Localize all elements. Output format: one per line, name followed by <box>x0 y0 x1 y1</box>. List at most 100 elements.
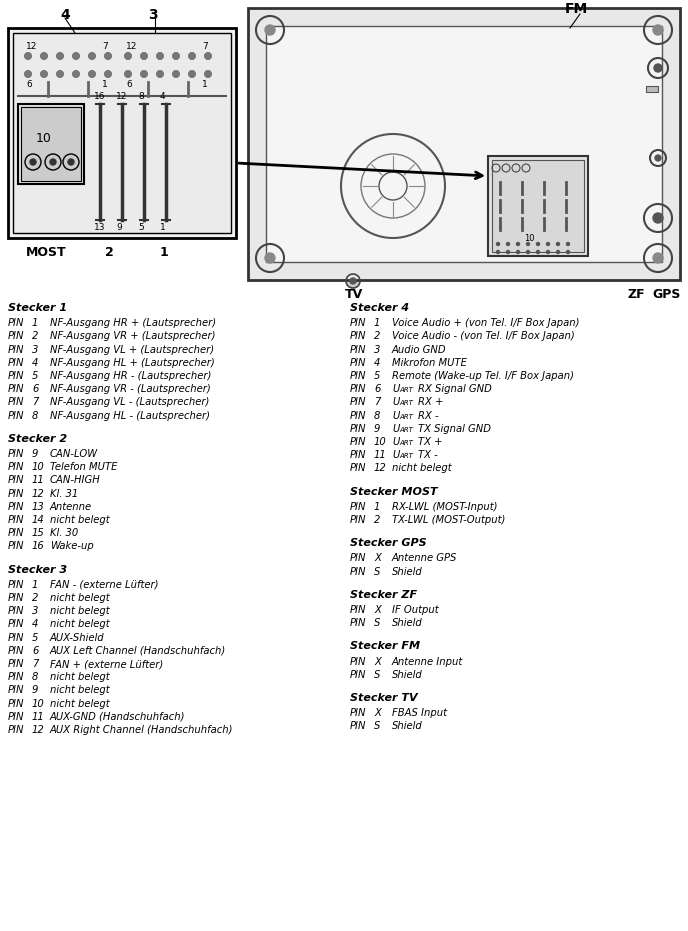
Text: TX -: TX - <box>418 451 438 460</box>
Circle shape <box>157 53 163 60</box>
Circle shape <box>63 154 79 170</box>
Circle shape <box>644 16 672 44</box>
Text: 7: 7 <box>202 42 208 51</box>
Text: Shield: Shield <box>392 618 422 628</box>
Text: 6: 6 <box>32 385 39 394</box>
Text: nicht belegt: nicht belegt <box>392 464 451 473</box>
Text: Stecker TV: Stecker TV <box>350 693 418 703</box>
Text: 7: 7 <box>32 659 39 669</box>
Circle shape <box>506 242 510 246</box>
Text: PIN: PIN <box>8 318 25 329</box>
Text: AUX Left Channel (Handschuhfach): AUX Left Channel (Handschuhfach) <box>50 646 226 655</box>
Circle shape <box>537 242 539 246</box>
Text: Mikrofon MUTE: Mikrofon MUTE <box>392 358 467 368</box>
Text: CAN-HIGH: CAN-HIGH <box>50 476 100 485</box>
Text: 2: 2 <box>32 593 39 603</box>
Circle shape <box>522 164 530 172</box>
Text: 12: 12 <box>116 92 127 101</box>
Circle shape <box>361 154 425 218</box>
Circle shape <box>45 154 61 170</box>
Bar <box>13 33 231 233</box>
Text: PIN: PIN <box>8 685 25 695</box>
Text: PIN: PIN <box>350 722 367 732</box>
Text: PIN: PIN <box>350 669 367 680</box>
Text: IF Output: IF Output <box>392 605 439 615</box>
Text: Stecker ZF: Stecker ZF <box>350 590 417 600</box>
Text: nicht belegt: nicht belegt <box>50 685 109 695</box>
Text: 6: 6 <box>26 80 32 89</box>
Text: AUX Right Channel (Handschuhfach): AUX Right Channel (Handschuhfach) <box>50 725 233 735</box>
Circle shape <box>502 164 510 172</box>
Text: PIN: PIN <box>8 659 25 669</box>
Circle shape <box>265 253 275 263</box>
Text: 6: 6 <box>374 385 380 394</box>
Circle shape <box>50 159 56 165</box>
Text: NF-Ausgang VR - (Lautsprecher): NF-Ausgang VR - (Lautsprecher) <box>50 385 211 394</box>
Text: Stecker 1: Stecker 1 <box>8 303 67 313</box>
Text: FBAS Input: FBAS Input <box>392 708 447 718</box>
Bar <box>646 86 658 92</box>
Text: 1: 1 <box>160 246 169 259</box>
Circle shape <box>173 71 179 77</box>
Circle shape <box>57 53 63 60</box>
Text: Remote (Wake-up Tel. I/F Box Japan): Remote (Wake-up Tel. I/F Box Japan) <box>392 371 574 381</box>
Text: NF-Ausgang HR + (Lautsprecher): NF-Ausgang HR + (Lautsprecher) <box>50 318 216 329</box>
Text: RX Signal GND: RX Signal GND <box>418 385 492 394</box>
Circle shape <box>644 204 672 232</box>
Text: 11: 11 <box>32 476 45 485</box>
Circle shape <box>125 71 131 77</box>
Text: 1: 1 <box>32 580 39 590</box>
Circle shape <box>73 53 79 60</box>
Text: 2: 2 <box>32 331 39 342</box>
Text: AUX-GND (Handschuhfach): AUX-GND (Handschuhfach) <box>50 712 186 722</box>
Text: 4: 4 <box>60 8 69 22</box>
Text: Stecker MOST: Stecker MOST <box>350 487 438 496</box>
Circle shape <box>25 71 31 77</box>
Circle shape <box>41 53 47 60</box>
Circle shape <box>141 53 147 60</box>
Text: NF-Ausgang HL - (Lautsprecher): NF-Ausgang HL - (Lautsprecher) <box>50 411 210 421</box>
Circle shape <box>89 71 95 77</box>
Circle shape <box>517 250 519 253</box>
Text: 3: 3 <box>148 8 158 22</box>
Circle shape <box>557 242 559 246</box>
Text: 16: 16 <box>94 92 105 101</box>
Text: 1: 1 <box>202 80 208 89</box>
Text: 12: 12 <box>32 725 45 735</box>
Text: 4: 4 <box>374 358 380 368</box>
Text: TX-LWL (MOST-Output): TX-LWL (MOST-Output) <box>392 515 506 525</box>
Text: Antenne Input: Antenne Input <box>392 656 463 667</box>
Text: 10: 10 <box>524 234 535 243</box>
Text: Stecker FM: Stecker FM <box>350 641 420 652</box>
Circle shape <box>526 250 530 253</box>
Text: PIN: PIN <box>8 515 25 525</box>
Text: 8: 8 <box>374 411 380 421</box>
Text: U: U <box>392 437 399 447</box>
Text: Kl. 30: Kl. 30 <box>50 528 78 538</box>
Text: NF-Ausgang VL + (Lautsprecher): NF-Ausgang VL + (Lautsprecher) <box>50 344 214 355</box>
Text: PIN: PIN <box>350 515 367 525</box>
Text: nicht belegt: nicht belegt <box>50 515 109 525</box>
Bar <box>492 160 584 252</box>
Circle shape <box>265 25 275 35</box>
Text: PIN: PIN <box>350 502 367 512</box>
Text: TX Signal GND: TX Signal GND <box>418 424 491 434</box>
Text: PIN: PIN <box>8 606 25 616</box>
Circle shape <box>341 134 445 238</box>
Text: GPS: GPS <box>652 288 680 301</box>
Text: PIN: PIN <box>8 725 25 735</box>
Text: PIN: PIN <box>8 462 25 472</box>
Circle shape <box>557 250 559 253</box>
Text: 12: 12 <box>26 42 37 51</box>
Text: PIN: PIN <box>350 464 367 473</box>
Text: PIN: PIN <box>350 398 367 408</box>
Text: PIN: PIN <box>350 567 367 576</box>
Circle shape <box>89 53 95 60</box>
Circle shape <box>125 53 131 60</box>
Circle shape <box>654 64 662 72</box>
Text: RX-LWL (MOST-Input): RX-LWL (MOST-Input) <box>392 502 497 512</box>
Circle shape <box>537 250 539 253</box>
Circle shape <box>506 250 510 253</box>
Circle shape <box>350 278 356 284</box>
Text: NF-Ausgang VR + (Lautsprecher): NF-Ausgang VR + (Lautsprecher) <box>50 331 215 342</box>
